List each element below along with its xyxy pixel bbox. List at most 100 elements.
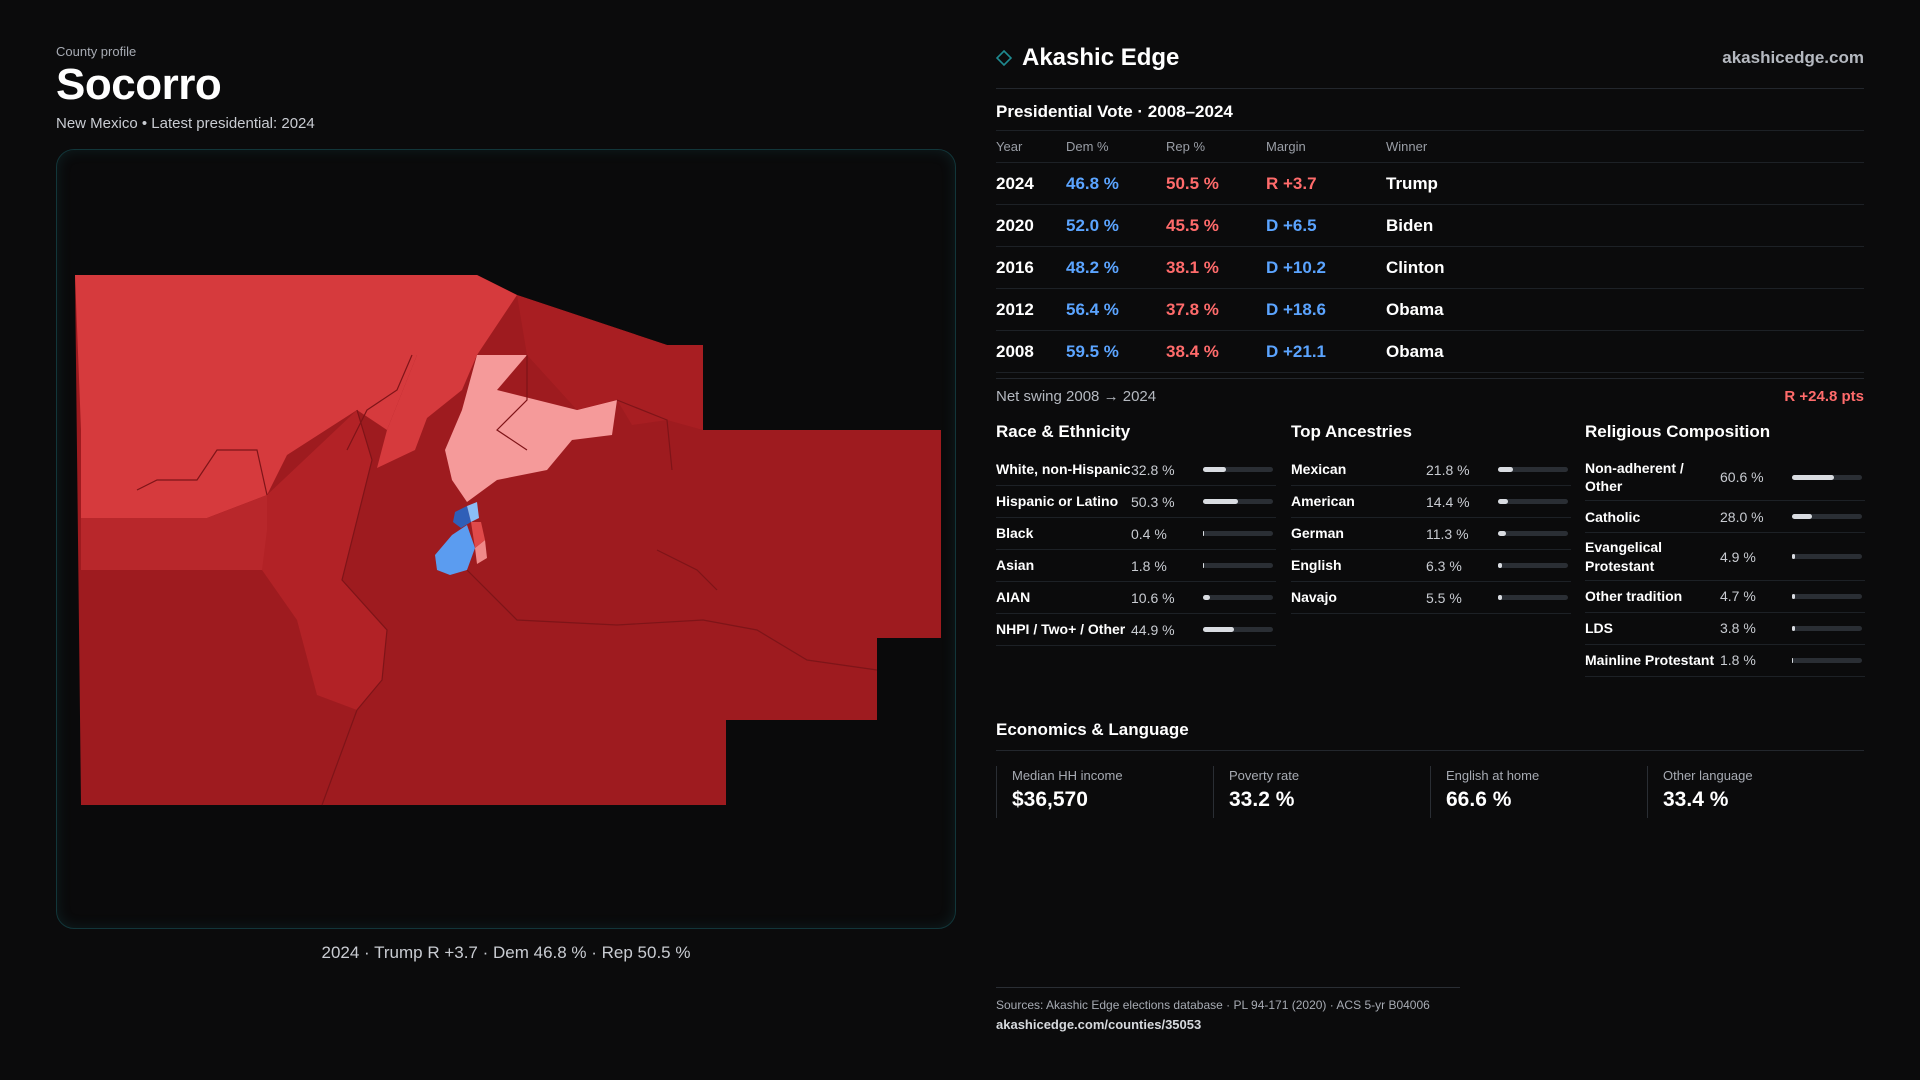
religion-bar-fill <box>1792 514 1812 520</box>
precinct-rep-city-small[interactable] <box>471 522 485 548</box>
ancestry-bar <box>1498 531 1568 536</box>
ancestry-bar <box>1498 563 1568 568</box>
ancestry-bar-fill <box>1498 531 1506 536</box>
ancestry-label: Mexican <box>1291 461 1347 478</box>
precinct-dem-city-light[interactable] <box>467 502 479 522</box>
row-winner: Biden <box>1386 215 1434 235</box>
stat-value: 33.2 % <box>1229 788 1295 811</box>
table-row[interactable]: 2024 46.8 % 50.5 % R +3.7 Trump <box>996 163 1864 205</box>
list-item: American 14.4 % <box>1291 486 1571 518</box>
race-label: NHPI / Two+ / Other <box>996 621 1126 638</box>
swing-divider <box>996 378 1864 379</box>
table-row[interactable]: 2016 48.2 % 38.1 % D +10.2 Clinton <box>996 247 1864 289</box>
race-bar <box>1203 499 1273 504</box>
race-value: 1.8 % <box>1131 557 1167 574</box>
race-bar <box>1203 467 1273 472</box>
religion-label: Non-adherent / Other <box>1585 460 1684 495</box>
vote-table-header: Year Dem % Rep % Margin Winner <box>996 130 1864 163</box>
religion-value: 28.0 % <box>1720 508 1764 525</box>
row-year: 2024 <box>996 173 1034 193</box>
list-item: Non-adherent / Other 60.6 % <box>1585 454 1865 502</box>
vote-table: Year Dem % Rep % Margin Winner 2024 46.8… <box>996 130 1864 373</box>
religion-bar <box>1792 474 1862 480</box>
precinct-lean-rep-north[interactable] <box>377 355 477 468</box>
col-header-year: Year <box>996 139 1023 154</box>
race-bar <box>1203 627 1273 632</box>
ancestry-panel: Top Ancestries Mexican 21.8 % American 1… <box>1291 422 1571 614</box>
religion-label: Other tradition <box>1585 588 1683 605</box>
ancestry-bar-fill <box>1498 467 1514 472</box>
list-item: English 6.3 % <box>1291 550 1571 582</box>
ancestry-bar <box>1498 595 1568 600</box>
row-dem-pct: 52.0 % <box>1066 215 1119 235</box>
ancestry-label: Navajo <box>1291 589 1337 606</box>
row-winner: Obama <box>1386 341 1444 361</box>
table-row[interactable]: 2012 56.4 % 37.8 % D +18.6 Obama <box>996 289 1864 331</box>
list-item: Other tradition 4.7 % <box>1585 581 1865 613</box>
precinct-map[interactable] <box>56 149 956 929</box>
precinct-rep-east[interactable] <box>517 295 703 430</box>
religion-label: LDS <box>1585 620 1613 637</box>
race-section-title: Race & Ethnicity <box>996 422 1131 441</box>
row-margin: D +21.1 <box>1266 341 1327 361</box>
religion-bar <box>1792 625 1862 631</box>
row-margin: D +6.5 <box>1266 215 1317 235</box>
table-row[interactable]: 2020 52.0 % 45.5 % D +6.5 Biden <box>996 205 1864 247</box>
brand-link[interactable]: akashicedge.com <box>1722 48 1864 67</box>
economics-grid: Median HH income $36,570 Poverty rate 33… <box>996 766 1864 818</box>
row-dem-pct: 59.5 % <box>1066 341 1119 361</box>
page-eyebrow: County profile <box>56 44 137 59</box>
net-swing: Net swing 2008 → 2024 R +24.8 pts <box>996 388 1864 405</box>
row-dem-pct: 48.2 % <box>1066 257 1119 277</box>
precinct-lean-rep-northwest[interactable] <box>75 275 517 518</box>
religion-panel: Religious Composition Non-adherent / Oth… <box>1585 422 1865 677</box>
row-winner: Obama <box>1386 299 1444 319</box>
list-item: Asian 1.8 % <box>996 550 1276 582</box>
precinct-dem-city-large[interactable] <box>435 525 475 575</box>
table-row[interactable]: 2008 59.5 % 38.4 % D +21.1 Obama <box>996 331 1864 373</box>
religion-section-title: Religious Composition <box>1585 422 1771 441</box>
col-header-rep: Rep % <box>1166 139 1206 154</box>
ancestry-label: German <box>1291 525 1344 542</box>
race-bar <box>1203 531 1273 536</box>
ancestry-bar-fill <box>1498 499 1509 504</box>
ancestry-value: 11.3 % <box>1426 525 1469 542</box>
list-item: NHPI / Two+ / Other 44.9 % <box>996 614 1276 646</box>
ancestry-section-title: Top Ancestries <box>1291 422 1412 441</box>
row-margin: D +18.6 <box>1266 299 1327 319</box>
religion-value: 1.8 % <box>1720 652 1756 669</box>
list-item: Mexican 21.8 % <box>1291 454 1571 486</box>
precinct-rep-city-pink[interactable] <box>475 540 487 564</box>
race-bar-fill <box>1203 499 1239 504</box>
county-page-link[interactable]: akashicedge.com/counties/35053 <box>996 1017 1202 1032</box>
stat-value: $36,570 <box>1012 788 1088 811</box>
religion-bar <box>1792 593 1862 599</box>
economics-divider <box>996 750 1864 751</box>
col-header-dem: Dem % <box>1066 139 1109 154</box>
religion-value: 3.8 % <box>1720 620 1756 637</box>
row-year: 2016 <box>996 257 1034 277</box>
religion-bar-fill <box>1792 657 1794 663</box>
precinct-light-rep[interactable] <box>445 355 617 502</box>
race-value: 44.9 % <box>1131 621 1175 638</box>
religion-value: 60.6 % <box>1720 469 1764 486</box>
ancestry-bar-fill <box>1498 563 1503 568</box>
religion-bar-fill <box>1792 593 1796 599</box>
row-rep-pct: 45.5 % <box>1166 215 1219 235</box>
precinct-lean-rep-west[interactable] <box>81 495 287 570</box>
brand-diamond-icon <box>996 50 1012 66</box>
row-winner: Clinton <box>1386 257 1445 277</box>
vote-section-title: Presidential Vote · 2008–2024 <box>996 102 1233 121</box>
religion-bar-fill <box>1792 554 1796 560</box>
row-margin: R +3.7 <box>1266 173 1317 193</box>
ancestry-value: 14.4 % <box>1426 493 1470 510</box>
row-dem-pct: 46.8 % <box>1066 173 1119 193</box>
religion-bar <box>1792 554 1862 560</box>
col-header-margin: Margin <box>1266 139 1306 154</box>
page-subtitle: New Mexico • Latest presidential: 2024 <box>56 115 315 132</box>
precinct-mid-rep-south[interactable] <box>262 410 387 710</box>
precinct-dem-city-dark[interactable] <box>453 506 471 528</box>
stat-label: English at home <box>1446 768 1540 783</box>
race-value: 32.8 % <box>1131 461 1175 478</box>
religion-value: 4.9 % <box>1720 548 1756 565</box>
